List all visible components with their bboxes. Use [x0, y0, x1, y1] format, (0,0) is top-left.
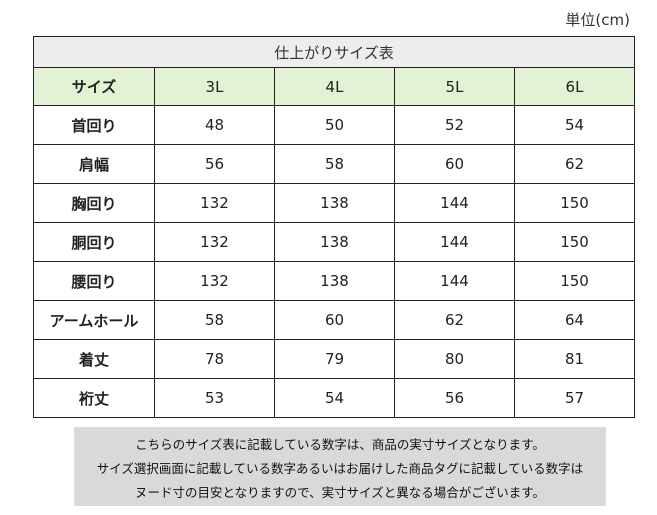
- table-cell: 62: [513, 144, 636, 184]
- table-row: 着丈 78 79 80 81: [33, 339, 636, 379]
- row-label: 肩幅: [33, 144, 155, 184]
- table-cell: 60: [394, 144, 515, 184]
- table-cell: 54: [513, 105, 636, 145]
- table-cell: 56: [154, 144, 275, 184]
- table-row: 肩幅 56 58 60 62: [33, 144, 636, 184]
- row-label: 首回り: [33, 105, 155, 145]
- table-cell: 54: [274, 378, 395, 418]
- table-cell: 64: [513, 300, 636, 340]
- unit-label: 単位(cm): [565, 11, 630, 29]
- table-cell: 150: [513, 222, 636, 262]
- row-label: 裄丈: [33, 378, 155, 418]
- table-cell: 81: [513, 339, 636, 379]
- table-row: 胴回り 132 138 144 150: [33, 222, 636, 262]
- note-line: サイズ選択画面に記載している数字あるいはお届けした商品タグに記載している数字は: [96, 461, 584, 476]
- table-cell: 144: [394, 183, 515, 223]
- size-table: 仕上がりサイズ表 サイズ 3L 4L 5L 6L 首回り 48 50 52 54…: [32, 36, 636, 418]
- table-row: 首回り 48 50 52 54: [33, 105, 636, 145]
- size-header-3l: 3L: [154, 67, 275, 106]
- table-cell: 138: [274, 183, 395, 223]
- size-header-label: サイズ: [33, 67, 155, 106]
- table-caption-row: 仕上がりサイズ表: [32, 36, 636, 68]
- row-label: 胴回り: [33, 222, 155, 262]
- table-cell: 138: [274, 261, 395, 301]
- table-row: 裄丈 53 54 56 57: [33, 378, 636, 418]
- table-cell: 56: [394, 378, 515, 418]
- table-cell: 62: [394, 300, 515, 340]
- size-header-4l: 4L: [274, 67, 395, 106]
- table-cell: 57: [513, 378, 636, 418]
- table-row: 胸回り 132 138 144 150: [33, 183, 636, 223]
- table-header-row: サイズ 3L 4L 5L 6L: [33, 67, 636, 106]
- table-row: アームホール 58 60 62 64: [33, 300, 636, 340]
- table-cell: 150: [513, 183, 636, 223]
- table-cell: 79: [274, 339, 395, 379]
- row-label: 胸回り: [33, 183, 155, 223]
- row-label: 着丈: [33, 339, 155, 379]
- table-cell: 58: [154, 300, 275, 340]
- table-cell: 132: [154, 183, 275, 223]
- table-cell: 144: [394, 261, 515, 301]
- table-cell: 78: [154, 339, 275, 379]
- table-cell: 48: [154, 105, 275, 145]
- size-header-6l: 6L: [513, 67, 636, 106]
- table-cell: 50: [274, 105, 395, 145]
- table-caption: 仕上がりサイズ表: [32, 36, 636, 68]
- size-header-5l: 5L: [394, 67, 515, 106]
- table-cell: 138: [274, 222, 395, 262]
- table-cell: 52: [394, 105, 515, 145]
- note-line: ヌード寸の目安となりますので、実寸サイズと異なる場合がございます。: [134, 485, 545, 500]
- table-row: 腰回り 132 138 144 150: [33, 261, 636, 301]
- row-label: 腰回り: [33, 261, 155, 301]
- size-note: こちらのサイズ表に記載している数字は、商品の実寸サイズとなります。 サイズ選択画…: [74, 427, 606, 506]
- table-cell: 60: [274, 300, 395, 340]
- note-line: こちらのサイズ表に記載している数字は、商品の実寸サイズとなります。: [135, 437, 545, 452]
- table-cell: 132: [154, 261, 275, 301]
- row-label: アームホール: [33, 300, 155, 340]
- table-cell: 80: [394, 339, 515, 379]
- table-cell: 58: [274, 144, 395, 184]
- table-cell: 132: [154, 222, 275, 262]
- table-cell: 150: [513, 261, 636, 301]
- table-cell: 53: [154, 378, 275, 418]
- table-cell: 144: [394, 222, 515, 262]
